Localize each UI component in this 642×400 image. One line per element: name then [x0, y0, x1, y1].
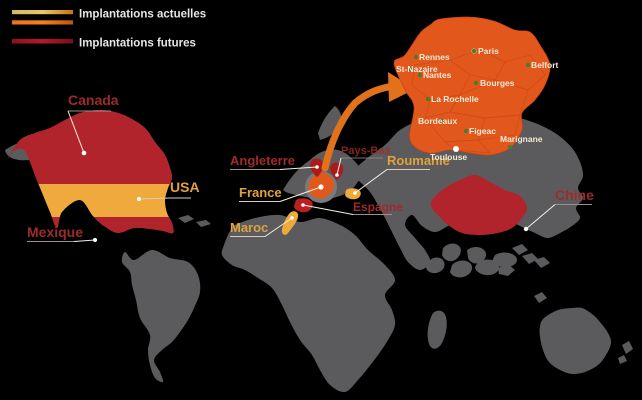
svg-text:Nantes: Nantes: [423, 70, 452, 80]
svg-text:Espagne: Espagne: [353, 200, 403, 214]
svg-text:Toulouse: Toulouse: [430, 152, 467, 162]
svg-text:Canada: Canada: [68, 92, 119, 108]
svg-text:Marignane: Marignane: [500, 134, 543, 144]
svg-text:Mexique: Mexique: [27, 224, 83, 240]
svg-text:Bourges: Bourges: [480, 78, 515, 88]
svg-text:Figeac: Figeac: [469, 126, 496, 136]
svg-text:Pays-Bas: Pays-Bas: [341, 145, 391, 157]
svg-text:Angleterre: Angleterre: [230, 153, 295, 168]
svg-text:Bordeaux: Bordeaux: [418, 116, 457, 126]
svg-text:Belfort: Belfort: [531, 60, 559, 70]
svg-text:Paris: Paris: [478, 46, 499, 56]
svg-text:France: France: [239, 185, 282, 200]
svg-text:Maroc: Maroc: [230, 220, 268, 235]
svg-text:Rennes: Rennes: [419, 52, 450, 62]
svg-text:USA: USA: [170, 179, 200, 195]
svg-text:La Rochelle: La Rochelle: [431, 94, 479, 104]
svg-text:Implantations futures: Implantations futures: [79, 38, 196, 50]
svg-text:Chine: Chine: [555, 187, 594, 203]
svg-text:Implantations actuelles: Implantations actuelles: [79, 9, 206, 21]
